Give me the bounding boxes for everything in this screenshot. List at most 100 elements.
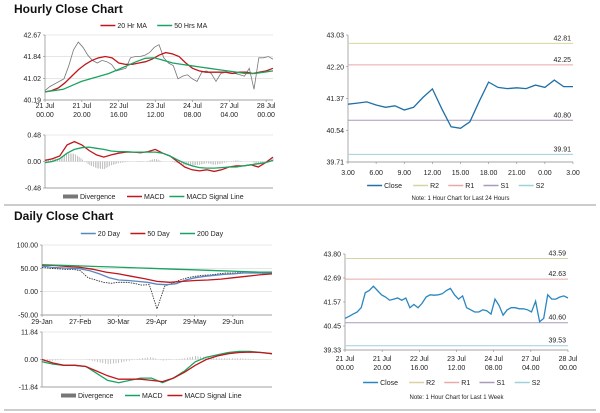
x-tick-label: 20.00: [373, 365, 391, 372]
series-line-200-day: [41, 263, 272, 273]
series-line-close: [347, 79, 573, 129]
y-tick-label: 40.45: [323, 324, 341, 331]
y-tick-label: 40.19: [23, 98, 41, 105]
legend-label: R2: [426, 380, 435, 387]
level-label-r1: 42.25: [553, 57, 571, 64]
series-line-50-day: [41, 264, 273, 283]
legend-label: R2: [430, 183, 439, 190]
chart-note: Note: 1 Hour Chart for Last 24 Hours: [411, 196, 509, 202]
legend-label: R1: [465, 183, 474, 190]
y-tick-label: 41.37: [326, 96, 344, 103]
x-tick-label: 27 Jul: [220, 103, 239, 110]
x-tick-label: 23 Jul: [146, 103, 165, 110]
x-tick-label: 21.00: [508, 170, 526, 177]
x-tick-label: 18.00: [480, 170, 498, 177]
x-tick-label: 15.00: [452, 170, 470, 177]
legend-label: 20 Hr MA: [117, 23, 147, 30]
y-tick-label: 0.00: [24, 289, 38, 296]
legend-label: S2: [536, 183, 545, 190]
series-line-macd: [41, 350, 273, 384]
legend-label: Close: [380, 380, 398, 387]
x-tick-label: 3.00: [341, 170, 355, 177]
x-tick-label: 28 Jul: [257, 103, 276, 110]
x-tick-label: 29-Jan: [31, 319, 53, 326]
x-tick-label: 12.00: [147, 112, 165, 119]
y-tick-label: 43.03: [326, 33, 344, 40]
series-line-macd-signal-line: [44, 146, 274, 169]
x-tick-label: 00.00: [257, 112, 275, 119]
y-tick-label: 41.57: [323, 300, 341, 307]
chart-note: Note: 1 Hour Chart for Last 1 Week: [410, 395, 505, 401]
x-tick-label: 12.00: [424, 170, 442, 177]
legend-label: MACD Signal Line: [186, 194, 243, 201]
x-tick-label: 24 Jul: [183, 103, 202, 110]
y-tick-label: 42.20: [326, 64, 344, 71]
legend-label: Divergence: [80, 194, 116, 201]
legend-label: 50 Hrs MA: [174, 23, 207, 30]
level-label-s1: 40.60: [548, 315, 566, 322]
level-label-r2: 42.81: [553, 35, 571, 42]
x-tick-label: 28 Jul: [559, 356, 578, 363]
x-tick-label: 04.00: [221, 112, 239, 119]
series-line-20-hr-ma: [44, 51, 274, 93]
series-line-macd-signal-line: [41, 351, 273, 383]
legend-label: S2: [532, 380, 541, 387]
legend-label: 200 Day: [197, 231, 224, 238]
x-tick-label: 9.00: [397, 170, 411, 177]
x-tick-label: 21 Jul: [336, 356, 355, 363]
y-tick-label: 11.84: [21, 330, 38, 337]
x-tick-label: 6.00: [369, 170, 383, 177]
level-label-s2: 39.53: [548, 338, 566, 345]
x-tick-label: 29-May: [183, 319, 207, 326]
x-tick-label: 24 Jul: [484, 356, 503, 363]
legend-label: Divergence: [78, 393, 114, 400]
x-tick-label: 0.00: [538, 170, 552, 177]
y-tick-label: 0.00: [27, 159, 41, 166]
x-tick-label: 21 Jul: [73, 103, 92, 110]
series-line-close-price: [44, 41, 274, 91]
x-tick-label: 27 Jul: [521, 356, 540, 363]
x-tick-label: 21 Jul: [36, 103, 55, 110]
x-tick-label: 3.00: [566, 170, 580, 177]
x-tick-label: 20.00: [73, 112, 91, 119]
x-tick-label: 08.00: [485, 365, 503, 372]
y-tick-label: 43.80: [323, 252, 341, 259]
x-tick-label: 22 Jul: [410, 356, 429, 363]
y-tick-label: -11.84: [19, 385, 38, 392]
y-tick-label: 100.00: [17, 243, 39, 250]
level-label-s1: 40.80: [553, 112, 571, 119]
y-tick-label: -0.48: [25, 186, 41, 193]
x-tick-label: 21 Jul: [373, 356, 392, 363]
x-tick-label: 16.00: [110, 112, 128, 119]
x-tick-label: 12.00: [448, 365, 466, 372]
series-line-20-day: [41, 265, 272, 286]
y-tick-label: 42.69: [323, 276, 341, 283]
y-tick-label: 0.00: [24, 357, 38, 364]
y-tick-label: 40.54: [326, 128, 344, 135]
legend-label: S1: [497, 380, 506, 387]
y-tick-label: 41.02: [23, 76, 41, 83]
y-tick-label: 39.71: [326, 160, 344, 167]
x-tick-label: 22 Jul: [109, 103, 128, 110]
series-line-50-hrs-ma: [44, 57, 274, 93]
x-tick-label: 29-Apr: [146, 319, 168, 326]
y-tick-label: 42.67: [23, 33, 41, 40]
level-label-s2: 39.91: [553, 146, 571, 153]
hourly-chart-title: Hourly Close Chart: [14, 2, 123, 16]
x-tick-label: 04.00: [522, 365, 540, 372]
legend-label: S1: [501, 183, 510, 190]
level-label-r2: 43.59: [548, 251, 566, 258]
legend-label: MACD: [142, 393, 163, 400]
y-tick-label: -50.00: [18, 313, 38, 320]
x-tick-label: 00.00: [36, 112, 54, 119]
legend-label: MACD: [144, 194, 165, 201]
x-tick-label: 23 Jul: [447, 356, 466, 363]
x-tick-label: 08.00: [184, 112, 202, 119]
x-tick-label: 00.00: [559, 365, 577, 372]
level-label-r1: 42.63: [548, 271, 566, 278]
series-line-macd: [44, 140, 274, 173]
series-line-close: [344, 285, 569, 323]
x-tick-label: 16.00: [411, 365, 429, 372]
y-tick-label: 50.00: [20, 266, 38, 273]
